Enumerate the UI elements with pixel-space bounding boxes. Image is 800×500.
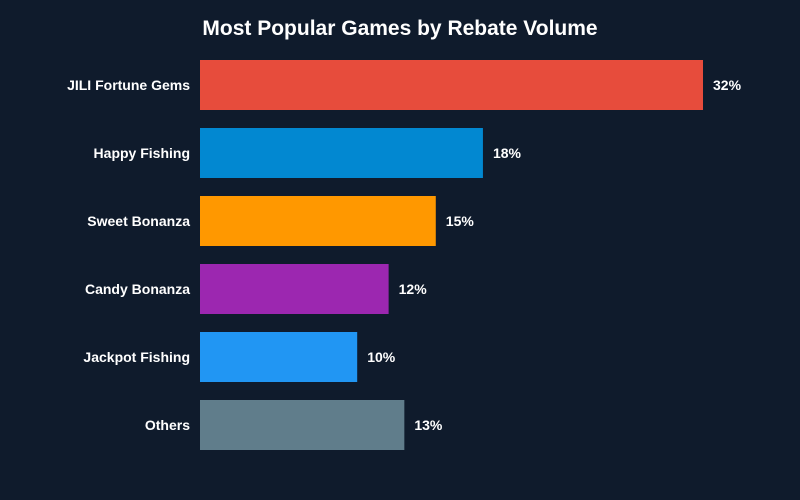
- category-label-1: Happy Fishing: [94, 145, 190, 161]
- value-label-1: 18%: [493, 145, 522, 161]
- category-label-4: Jackpot Fishing: [83, 349, 190, 365]
- value-label-5: 13%: [414, 417, 443, 433]
- bar-3: [200, 264, 389, 314]
- value-label-0: 32%: [713, 77, 742, 93]
- bar-5: [200, 400, 405, 450]
- bar-0: [200, 60, 703, 110]
- bars-layer: JILI Fortune Gems 32% Happy Fishing 18% Swee…: [67, 60, 742, 450]
- value-label-2: 15%: [446, 213, 475, 229]
- bar-4: [200, 332, 358, 382]
- bar-1: [200, 128, 483, 178]
- bar-2: [200, 196, 436, 246]
- category-label-0: JILI Fortune Gems: [67, 77, 190, 93]
- value-label-4: 10%: [367, 349, 396, 365]
- value-label-3: 12%: [399, 281, 428, 297]
- category-label-3: Candy Bonanza: [85, 281, 190, 297]
- chart-title: Most Popular Games by Rebate Volume: [202, 17, 597, 40]
- category-label-5: Others: [145, 417, 190, 433]
- category-label-2: Sweet Bonanza: [87, 213, 190, 229]
